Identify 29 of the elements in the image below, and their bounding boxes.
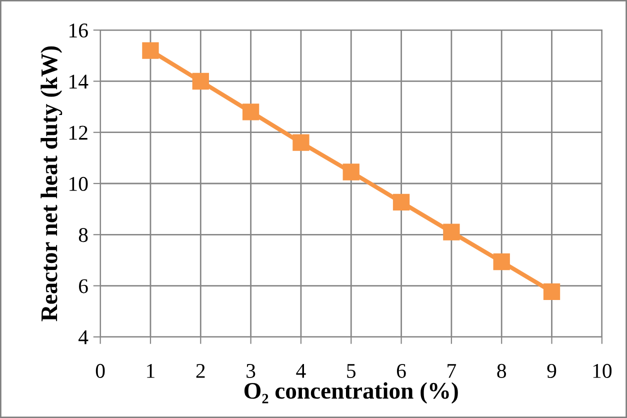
x-tick-label: 8 [497, 364, 506, 378]
y-tick-label: 8 [78, 228, 88, 242]
y-tick-label: 4 [78, 330, 88, 344]
point [443, 224, 460, 240]
x-tick-label: 9 [547, 364, 556, 378]
x-tick-label: 2 [196, 364, 205, 378]
point [292, 134, 310, 151]
point [392, 194, 410, 210]
point [192, 72, 209, 90]
y-tick-label: 16 [70, 24, 88, 38]
x-tick-label: 10 [593, 364, 612, 378]
x-tick-label: 6 [396, 364, 406, 378]
point [493, 253, 510, 270]
x-tick-label: 1 [147, 364, 154, 378]
point [342, 164, 360, 180]
point [242, 104, 260, 120]
x-tick-label: 5 [347, 364, 356, 378]
x-tick-label: 4 [296, 364, 306, 378]
x-axis-title: O₂ concentration (%) [244, 382, 458, 404]
point [142, 42, 159, 59]
point [543, 283, 560, 300]
y-tick-label: 14 [70, 74, 88, 88]
x-tick-label: 0 [96, 364, 105, 378]
x-tick-label: 7 [448, 364, 456, 378]
y-tick-label: 12 [70, 126, 88, 140]
y-tick-label: 10 [70, 176, 88, 191]
y-axis-title: Reactor net heat duty (kW) [40, 46, 62, 322]
x-tick-label: 3 [246, 364, 256, 378]
y-tick-label: 6 [78, 279, 88, 294]
